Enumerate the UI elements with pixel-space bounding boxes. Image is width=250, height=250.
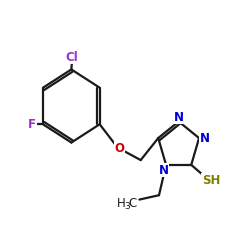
Text: N: N [158, 164, 168, 177]
Text: H: H [117, 198, 126, 210]
Text: C: C [129, 198, 137, 210]
Text: SH: SH [202, 174, 220, 187]
Text: F: F [28, 118, 36, 131]
Text: O: O [115, 142, 125, 155]
Text: N: N [174, 110, 184, 124]
Text: Cl: Cl [66, 51, 78, 64]
Text: 3: 3 [124, 202, 130, 210]
Text: N: N [200, 132, 210, 144]
